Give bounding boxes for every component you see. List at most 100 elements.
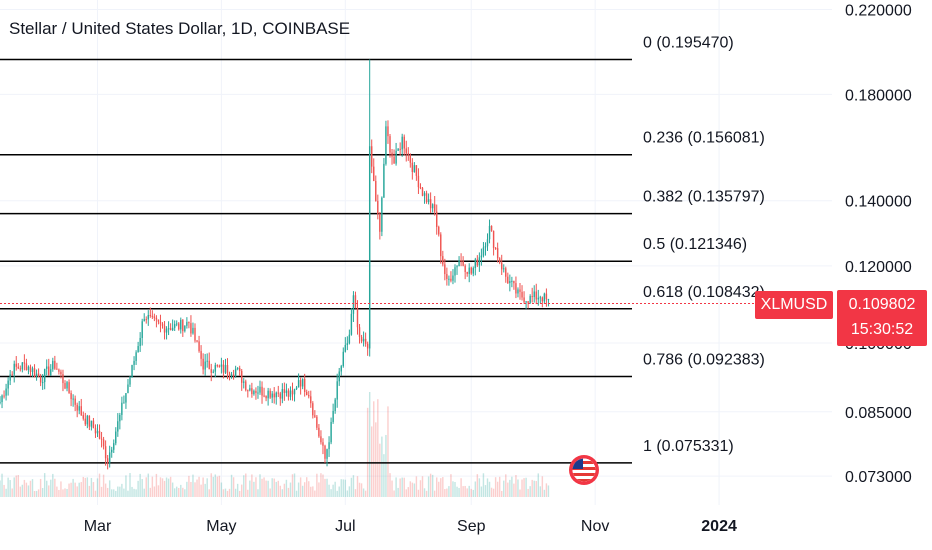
chart-grid [0,0,832,505]
candle-body [324,445,326,459]
volume-bar [104,483,107,497]
candle-body [230,374,233,376]
candle-body [438,226,440,235]
candle-body [48,366,50,376]
volume-bar [204,483,206,497]
volume-bar [312,486,314,497]
volume-bar [35,490,38,497]
candle-body [253,390,255,395]
candle-body [496,248,499,259]
volume-bar [523,478,525,497]
candle-body [184,325,186,332]
price-tick-label: 0.140000 [845,194,912,211]
volume-bar [541,476,544,497]
candle-body [115,431,117,444]
candle-body [348,334,351,344]
volume-bar [17,475,19,497]
price-tick-label: 0.220000 [845,3,912,20]
volume-bar [476,474,479,497]
candle-body [46,366,48,369]
candle-body [358,327,361,337]
volume-bar [135,489,137,497]
candle-body [287,390,290,397]
volume-bar [64,488,66,497]
candle-body [236,368,239,370]
volume-bar [113,489,115,497]
volume-bar [3,484,5,497]
volume-bar [265,480,267,497]
volume-bar [196,479,198,497]
time-axis[interactable]: Mar May Jul Sep Nov 2024 [84,518,737,535]
candle-body [74,398,76,405]
volume-bar [25,482,28,497]
price-badge[interactable]: 0.109802 15:30:52 [837,290,927,346]
candle-body [440,234,442,257]
us-flag-icon[interactable] [569,455,599,485]
volume-bar [480,486,483,497]
volume-bar [409,481,412,497]
volume-bar [501,490,503,497]
volume-bar [387,406,389,497]
candle-body [537,297,539,300]
volume-bar [15,475,17,497]
candle-body [66,382,68,389]
fib-level-label: 0.786 (0.092383) [643,352,765,369]
volume-bar [533,480,535,497]
candle-body [80,406,82,416]
candle-body [220,364,223,367]
volume-bar [301,485,304,497]
volume-bar [368,392,371,497]
volume-bar [52,473,54,497]
candle-body [436,211,438,227]
volume-bar [90,477,93,497]
volume-bar [173,488,176,497]
volume-bar [202,477,204,497]
candle-body [515,283,517,294]
volume-bar [421,476,424,497]
volume-bar [27,485,30,497]
candle-body [17,366,19,369]
candle-body [90,420,93,427]
candle-body [417,175,420,188]
candle-body [13,363,15,375]
volume-bar [253,481,255,497]
candle-body [54,360,56,369]
candle-body [505,268,507,277]
volume-bar [320,473,322,497]
volume-bar [373,401,375,497]
candle-body [340,366,342,372]
candle-body [535,291,537,300]
candle-body [352,295,355,314]
candle-body [431,204,434,209]
candle-body [421,187,424,196]
volume-bar [287,487,290,497]
candle-body [385,126,387,164]
candle-body [409,154,412,163]
volume-bar [243,475,245,497]
fib-level-label: 1 (0.075331) [643,438,734,455]
volume-bar [431,474,434,497]
volume-bar [318,482,320,497]
candle-body [206,360,208,362]
volume-bar [13,477,15,497]
candle-body [58,369,60,372]
volume-bar [163,480,166,497]
candle-body [7,380,9,389]
candle-body [393,156,395,164]
candle-body [314,415,316,417]
candle-body [64,383,66,389]
volume-bar [385,434,387,497]
volume-bar [190,481,192,497]
volume-bar [218,475,221,497]
volume-bar [462,486,464,497]
candle-body [273,393,275,398]
candle-body [33,368,36,377]
candle-body [261,386,263,396]
symbol-badge[interactable]: XLMUSD [755,291,833,319]
candle-body [291,390,294,395]
price-axis[interactable]: 0.2200000.1800000.1400000.1200000.100000… [845,3,912,487]
candle-body [281,389,284,399]
volume-bar [484,485,487,497]
volume-bar [415,476,418,497]
